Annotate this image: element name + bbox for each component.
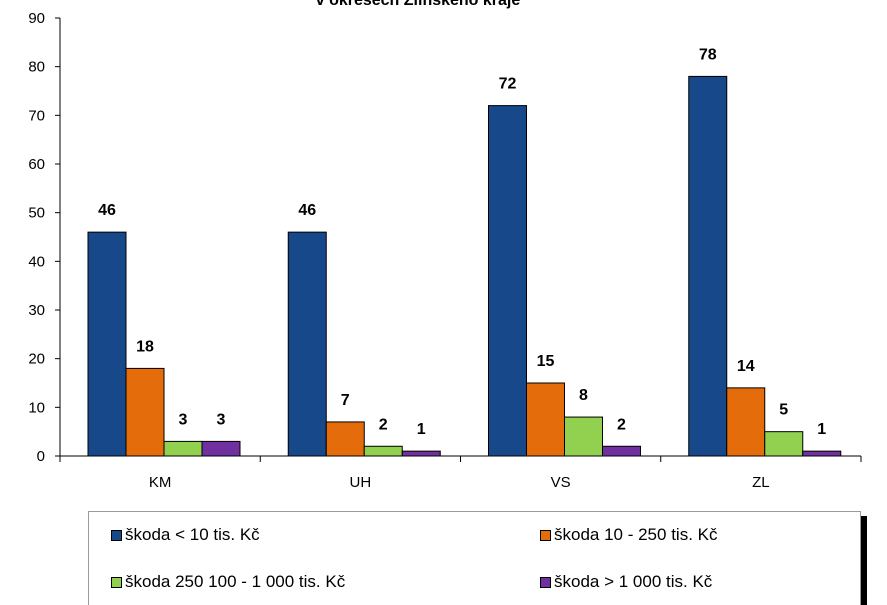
y-tick-label: 30 bbox=[28, 302, 45, 319]
legend-shadow bbox=[861, 516, 867, 605]
legend-label-1: škoda 10 - 250 tis. Kč bbox=[554, 525, 718, 544]
x-tick-label: VS bbox=[551, 474, 571, 491]
legend-item-1: škoda 10 - 250 tis. Kč bbox=[540, 525, 717, 545]
y-tick-label: 80 bbox=[28, 59, 45, 76]
y-tick-label: 60 bbox=[28, 156, 45, 173]
y-tick-label: 0 bbox=[37, 448, 45, 465]
bar bbox=[802, 450, 842, 457]
y-tick-label: 10 bbox=[28, 399, 45, 416]
legend-swatch-1 bbox=[540, 529, 551, 541]
bar bbox=[688, 75, 728, 457]
y-tick-label: 50 bbox=[28, 205, 45, 222]
bar bbox=[526, 382, 565, 457]
data-label: 1 bbox=[417, 421, 426, 438]
legend-label-2: škoda 250 100 - 1 000 tis. Kč bbox=[125, 572, 346, 591]
legend-item-2: škoda 250 100 - 1 000 tis. Kč bbox=[111, 572, 345, 592]
bar bbox=[287, 231, 327, 457]
data-label: 1 bbox=[817, 421, 826, 438]
axes: 0 10 20 30 40 50 60 70 80 90 KM UH VS ZL bbox=[28, 10, 862, 491]
y-tick-label: 40 bbox=[28, 253, 45, 270]
chart-title: v okresech Zlínského kraje bbox=[316, 0, 521, 9]
legend: škoda < 10 tis. Kč škoda 10 - 250 tis. K… bbox=[88, 511, 861, 605]
bar bbox=[87, 231, 127, 457]
y-tick-label: 90 bbox=[28, 10, 45, 27]
legend-swatch-2 bbox=[111, 576, 122, 588]
legend-swatch-0 bbox=[111, 529, 122, 541]
data-label: 2 bbox=[379, 416, 388, 433]
data-label: 2 bbox=[617, 416, 626, 433]
legend-label-3: škoda > 1 000 tis. Kč bbox=[554, 572, 713, 591]
y-tick-label: 70 bbox=[28, 107, 45, 124]
y-tick-label: 20 bbox=[28, 351, 45, 368]
bar bbox=[488, 105, 527, 457]
data-label: 7 bbox=[341, 392, 350, 409]
chart: v okresech Zlínského kraje 0 10 20 30 40 50 60… bbox=[28, 0, 862, 491]
x-tick-label: KM bbox=[149, 474, 172, 491]
bar bbox=[764, 431, 804, 457]
data-label: 18 bbox=[136, 338, 154, 355]
legend-item-0: škoda < 10 tis. Kč bbox=[111, 525, 260, 545]
bar bbox=[602, 445, 641, 457]
bar bbox=[163, 440, 203, 457]
data-label: 46 bbox=[298, 202, 316, 219]
data-label: 15 bbox=[537, 353, 555, 370]
legend-swatch-3 bbox=[540, 576, 551, 588]
legend-label-0: škoda < 10 tis. Kč bbox=[125, 525, 260, 544]
bar bbox=[564, 416, 603, 457]
bar bbox=[201, 440, 241, 457]
data-label: 14 bbox=[737, 358, 755, 375]
bar bbox=[363, 445, 403, 457]
data-label: 78 bbox=[699, 46, 717, 63]
bar bbox=[401, 450, 441, 457]
x-tick-label: UH bbox=[350, 474, 372, 491]
data-label: 72 bbox=[499, 76, 517, 93]
data-label: 8 bbox=[579, 387, 588, 404]
data-label: 3 bbox=[217, 411, 226, 428]
bar bbox=[325, 421, 365, 457]
data-label: 5 bbox=[779, 402, 788, 419]
data-label: 3 bbox=[179, 411, 188, 428]
x-tick-label: ZL bbox=[752, 474, 770, 491]
bar bbox=[125, 367, 165, 457]
bar bbox=[726, 387, 766, 457]
legend-item-3: škoda > 1 000 tis. Kč bbox=[540, 572, 712, 592]
data-label: 46 bbox=[98, 202, 116, 219]
